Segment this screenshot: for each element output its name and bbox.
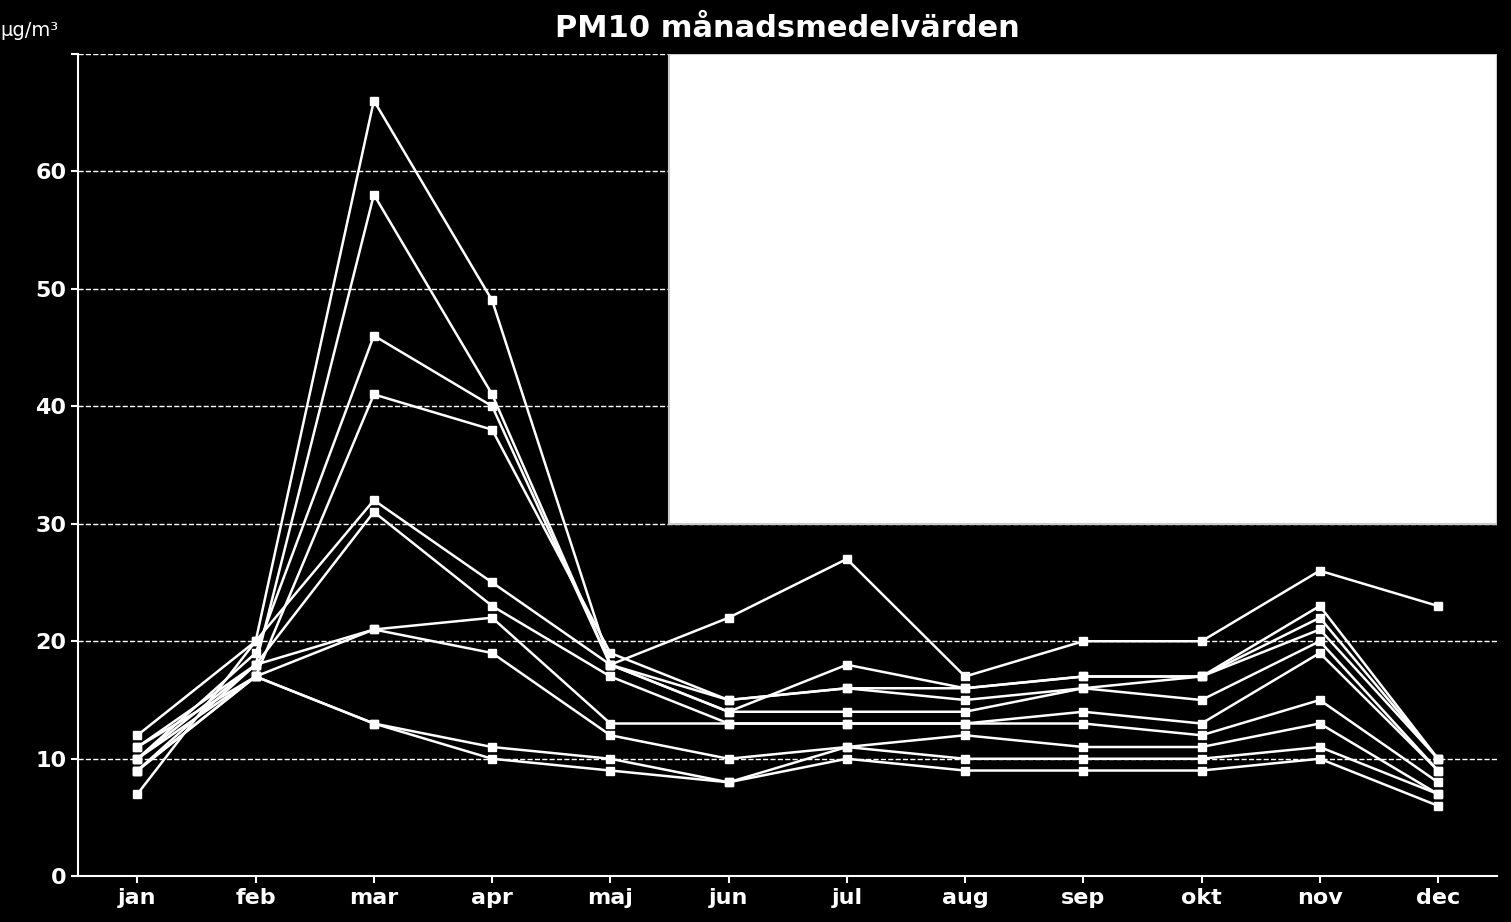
Text: μg/m³: μg/m³ <box>0 20 59 40</box>
Title: PM10 månadsmedelvärden: PM10 månadsmedelvärden <box>556 14 1020 43</box>
Bar <box>669 53 1497 524</box>
